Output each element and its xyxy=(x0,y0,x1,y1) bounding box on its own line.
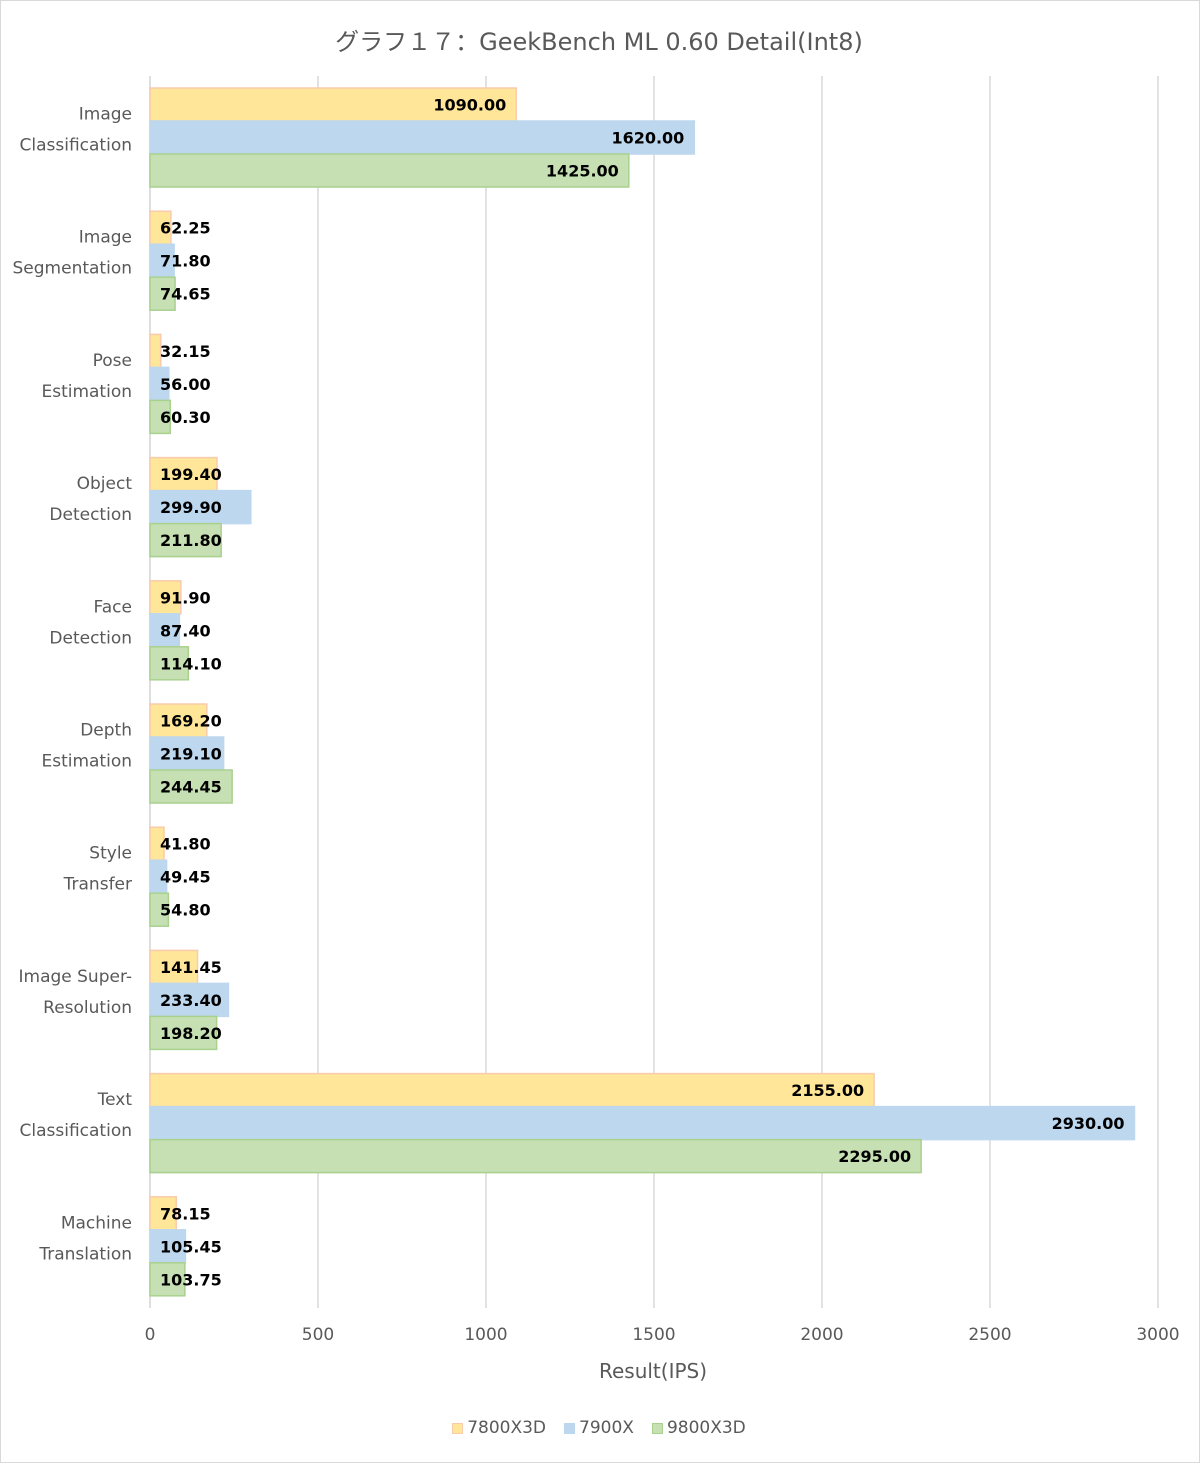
category-label: Resolution xyxy=(43,998,132,1018)
bar xyxy=(149,243,175,278)
x-tick-label: 3000 xyxy=(1136,1325,1179,1345)
data-label: 54.80 xyxy=(160,901,211,920)
bar xyxy=(149,456,218,492)
data-label: 219.10 xyxy=(160,745,222,764)
legend-label: 7900X xyxy=(579,1418,634,1438)
legend-item: 7900X xyxy=(564,1418,634,1438)
bar xyxy=(149,1138,922,1174)
category-label: Classification xyxy=(20,136,132,156)
bar xyxy=(149,646,190,681)
data-label: 114.10 xyxy=(160,654,222,673)
data-label: 91.90 xyxy=(160,588,211,607)
data-label: 87.40 xyxy=(160,621,211,640)
bar xyxy=(149,892,170,927)
bar xyxy=(149,736,225,771)
bar xyxy=(149,87,517,122)
data-label: 2295.00 xyxy=(838,1147,911,1166)
category-label: Text xyxy=(97,1090,133,1110)
legend-swatch xyxy=(452,1422,464,1434)
bar xyxy=(149,120,696,155)
bar xyxy=(149,276,176,311)
x-tick-label: 1500 xyxy=(632,1325,675,1345)
data-label: 211.80 xyxy=(160,531,222,550)
data-label: 49.45 xyxy=(160,868,211,887)
category-label: Style xyxy=(89,844,132,864)
category-label: Translation xyxy=(38,1244,132,1264)
data-label: 198.20 xyxy=(160,1024,222,1043)
data-label: 233.40 xyxy=(160,991,222,1010)
x-tick-label: 2500 xyxy=(968,1325,1011,1345)
category-label: Machine xyxy=(61,1213,132,1233)
data-labels: 1090.00 1620.00 1425.00 62.25 71.80 74.65 32.1… xyxy=(160,96,1124,1290)
data-label: 41.80 xyxy=(160,835,211,854)
bar xyxy=(149,982,230,1018)
data-label: 2930.00 xyxy=(1052,1114,1125,1133)
category-label: Image Super- xyxy=(19,967,133,987)
bar xyxy=(149,1196,178,1231)
category-label: Face xyxy=(94,597,132,617)
data-label: 78.15 xyxy=(160,1204,211,1223)
legend-label: 7800X3D xyxy=(467,1418,547,1438)
x-tick-labels: 0 500 1000 1500 2000 2500 3000 xyxy=(145,1325,1180,1345)
x-tick-label: 1000 xyxy=(464,1325,507,1345)
data-label: 60.30 xyxy=(160,408,211,427)
category-label: Image xyxy=(79,105,132,125)
x-axis-title: Result(IPS) xyxy=(599,1359,707,1383)
data-label: 32.15 xyxy=(160,342,211,361)
legend-item: 7800X3D xyxy=(452,1418,546,1438)
legend-swatch xyxy=(651,1422,663,1434)
data-label: 103.75 xyxy=(160,1270,222,1289)
bar xyxy=(149,1262,186,1297)
category-label: Estimation xyxy=(41,382,132,402)
data-label: 299.90 xyxy=(160,498,222,517)
category-label: Object xyxy=(77,474,133,494)
data-label: 105.45 xyxy=(160,1237,222,1256)
data-label: 169.20 xyxy=(160,712,222,731)
category-label: Image xyxy=(79,228,132,248)
category-label: Depth xyxy=(80,721,132,741)
data-label: 244.45 xyxy=(160,778,222,797)
bar xyxy=(149,1105,1136,1141)
category-label: Transfer xyxy=(63,875,132,895)
bar xyxy=(149,613,181,648)
category-label: Pose xyxy=(93,351,132,371)
data-label: 62.25 xyxy=(160,219,211,238)
data-label: 199.40 xyxy=(160,465,222,484)
data-label: 1620.00 xyxy=(611,129,684,148)
x-tick-label: 2000 xyxy=(800,1325,843,1345)
bar xyxy=(149,1072,875,1108)
chart-title: グラフ１７：GeekBench ML 0.60 Detail(Int8) xyxy=(335,28,863,56)
legend-label: 9800X3D xyxy=(666,1418,746,1438)
legend-item: 9800X3D xyxy=(651,1418,746,1438)
data-label: 1090.00 xyxy=(433,96,506,115)
category-label: Estimation xyxy=(41,752,132,772)
data-label: 56.00 xyxy=(160,375,211,394)
bar xyxy=(149,703,208,738)
bar xyxy=(149,769,233,804)
x-tick-label: 500 xyxy=(302,1325,334,1345)
legend-swatch xyxy=(564,1422,576,1434)
legend: 7800X3D 7900X 9800X3D xyxy=(0,1418,1198,1438)
bars xyxy=(149,87,1136,1297)
category-labels: Image Classification Image Segmentation Pose… xyxy=(13,105,133,1265)
bar xyxy=(149,522,222,558)
bar xyxy=(149,949,199,985)
x-tick-label: 0 xyxy=(145,1325,156,1345)
data-label: 141.45 xyxy=(160,958,222,977)
bar xyxy=(149,153,630,188)
category-label: Detection xyxy=(49,505,132,525)
bar xyxy=(149,399,172,435)
category-label: Detection xyxy=(49,628,132,648)
category-label: Segmentation xyxy=(13,259,132,279)
data-label: 1425.00 xyxy=(546,162,619,181)
data-label: 2155.00 xyxy=(791,1081,864,1100)
data-label: 71.80 xyxy=(160,252,211,271)
bar xyxy=(149,1015,218,1051)
data-label: 74.65 xyxy=(160,285,211,304)
category-label: Classification xyxy=(20,1121,132,1141)
